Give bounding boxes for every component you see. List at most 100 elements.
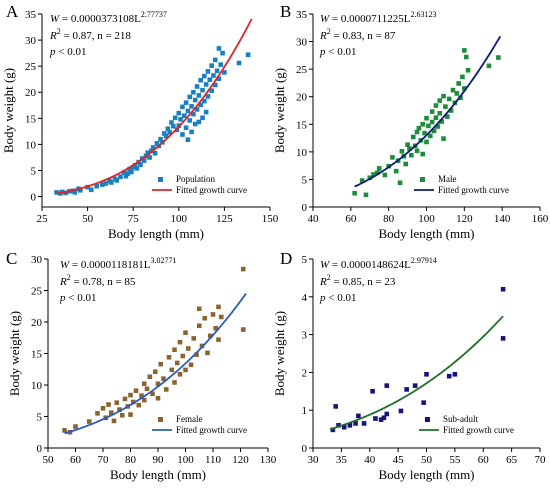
data-point bbox=[403, 161, 408, 167]
data-point bbox=[147, 374, 153, 380]
y-tick-label: 15 bbox=[296, 119, 308, 131]
data-point bbox=[341, 424, 347, 430]
data-point bbox=[500, 336, 506, 341]
y-tick-label: 15 bbox=[31, 349, 43, 361]
y-tick-label: 10 bbox=[296, 147, 308, 159]
data-point bbox=[367, 175, 373, 181]
data-point bbox=[202, 98, 207, 104]
data-point bbox=[216, 76, 222, 81]
x-axis-label: Body length (mm) bbox=[108, 226, 204, 241]
data-point bbox=[114, 178, 120, 183]
x-tick-label: 25 bbox=[37, 213, 49, 225]
data-point bbox=[390, 155, 395, 160]
data-point bbox=[399, 149, 405, 154]
data-point bbox=[108, 410, 114, 416]
data-point bbox=[450, 87, 456, 93]
data-point bbox=[205, 69, 211, 74]
y-tick-label: 0 bbox=[37, 443, 43, 455]
data-point bbox=[119, 412, 125, 418]
r-squared-text: R2 = 0.87, n = 218 bbox=[49, 27, 131, 42]
data-point bbox=[194, 107, 200, 112]
data-point bbox=[191, 89, 196, 95]
data-point bbox=[214, 68, 220, 74]
y-tick-label: 20 bbox=[31, 317, 43, 329]
x-tick-label: 160 bbox=[532, 213, 549, 225]
x-axis-label: Body length (mm) bbox=[378, 467, 474, 482]
data-point bbox=[446, 373, 452, 379]
data-point bbox=[88, 187, 94, 193]
r-squared-text: R2 = 0.85, n = 23 bbox=[319, 273, 396, 288]
panel-c: C 50 60 70 80 90 100 110 120 130 0 5 10 15 20 25 30 Body … bbox=[6, 249, 277, 482]
data-point bbox=[420, 121, 426, 127]
data-point bbox=[205, 94, 211, 99]
panel-a: A 25 50 75 100 125 150 0 5 10 15 20 25 30 35 Body lengt… bbox=[1, 2, 279, 241]
data-point bbox=[220, 50, 225, 56]
y-tick-label: 4 bbox=[302, 292, 308, 304]
data-point bbox=[194, 352, 199, 358]
data-point bbox=[109, 180, 114, 185]
data-point bbox=[163, 133, 169, 139]
data-point bbox=[198, 102, 203, 108]
data-point bbox=[180, 104, 185, 110]
equation-text: W = 0.0000118181L3.02771 bbox=[60, 256, 176, 271]
data-point bbox=[166, 354, 172, 360]
y-tick-label: 35 bbox=[25, 9, 37, 21]
data-point bbox=[203, 109, 209, 115]
equation-text: W = 0.0000373108L2.77737 bbox=[50, 10, 167, 25]
panel-label: B bbox=[280, 2, 291, 21]
data-point bbox=[381, 415, 387, 421]
x-tick-label: 100 bbox=[418, 213, 435, 225]
data-point bbox=[330, 427, 336, 433]
data-point bbox=[144, 386, 150, 392]
x-tick-label: 70 bbox=[98, 454, 110, 466]
data-point bbox=[216, 46, 222, 51]
data-point bbox=[429, 109, 435, 114]
data-point bbox=[141, 397, 147, 403]
data-point bbox=[213, 326, 219, 331]
data-point bbox=[99, 182, 105, 187]
data-point bbox=[150, 145, 156, 150]
data-point bbox=[433, 115, 439, 120]
y-tick-label: 0 bbox=[31, 192, 37, 204]
y-tick-label: 20 bbox=[296, 92, 308, 104]
x-tick-label: 120 bbox=[456, 213, 473, 225]
legend-points-label: Male bbox=[438, 174, 457, 184]
data-point bbox=[171, 123, 176, 129]
data-point bbox=[376, 166, 382, 171]
data-point bbox=[414, 148, 420, 154]
data-point bbox=[416, 125, 422, 131]
data-point bbox=[161, 376, 166, 381]
data-point bbox=[183, 125, 189, 131]
y-tick-label: 10 bbox=[25, 139, 37, 151]
y-axis-label: Body weight (g) bbox=[272, 311, 287, 396]
data-point bbox=[454, 91, 460, 96]
x-tick-label: 130 bbox=[260, 454, 277, 466]
data-point bbox=[100, 406, 106, 411]
data-point bbox=[207, 77, 213, 83]
data-point bbox=[414, 129, 420, 135]
data-point bbox=[196, 119, 202, 125]
data-point bbox=[152, 150, 158, 156]
data-point bbox=[496, 55, 501, 60]
y-tick-label: 30 bbox=[296, 37, 308, 49]
x-tick-label: 55 bbox=[449, 454, 461, 466]
legend-points-label: Population bbox=[176, 174, 216, 184]
data-point bbox=[180, 132, 185, 137]
data-point bbox=[183, 330, 188, 336]
y-tick-label: 10 bbox=[31, 380, 43, 392]
data-point bbox=[378, 417, 384, 422]
data-point bbox=[189, 104, 194, 109]
data-point bbox=[445, 114, 450, 119]
legend-curve-label: Fitted growth curve bbox=[176, 185, 247, 195]
data-point bbox=[463, 54, 469, 60]
data-point bbox=[196, 93, 202, 98]
y-tick-label: 5 bbox=[302, 174, 308, 186]
data-point bbox=[121, 170, 127, 175]
data-point bbox=[125, 171, 131, 176]
data-point bbox=[196, 323, 202, 329]
legend-curve-label: Fitted growth curve bbox=[438, 185, 509, 195]
data-point bbox=[167, 130, 172, 135]
data-point bbox=[500, 286, 506, 292]
data-point bbox=[202, 73, 207, 79]
data-point bbox=[95, 411, 100, 416]
